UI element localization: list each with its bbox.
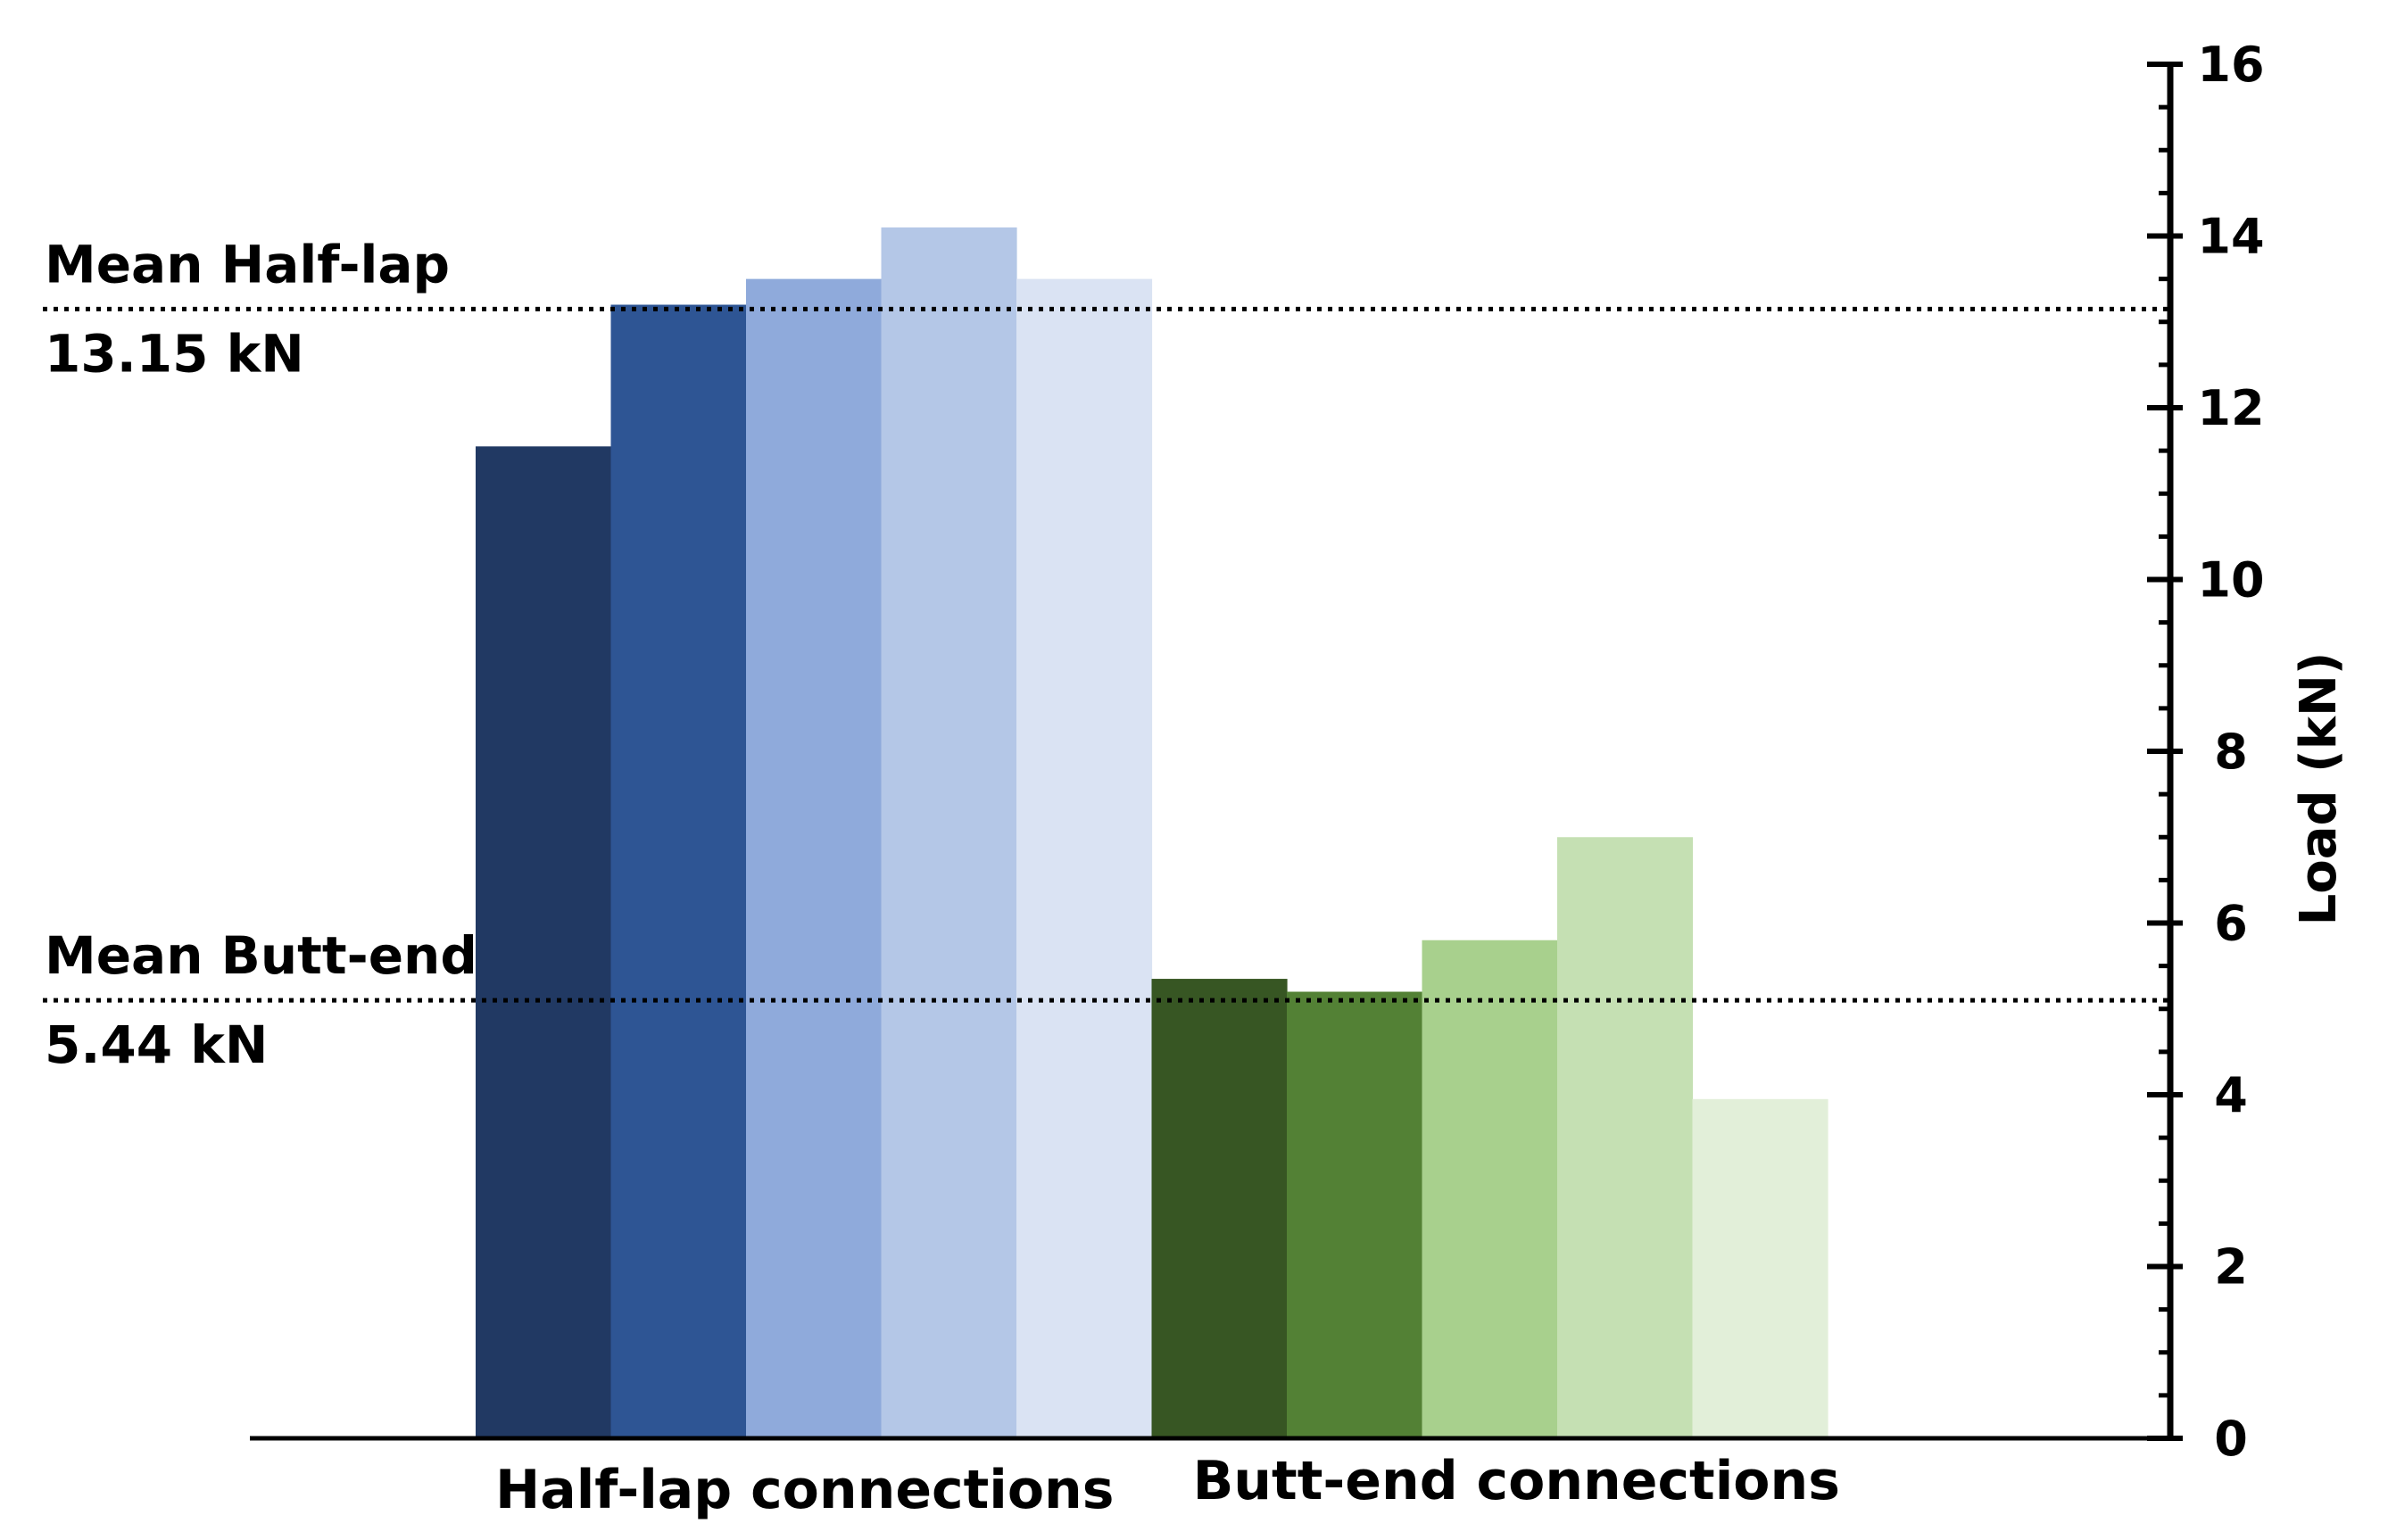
bar-g1-4: [881, 227, 1017, 1438]
y-tick-label: 12: [2197, 380, 2264, 436]
bar-g2-3: [1422, 940, 1558, 1438]
bar-g2-1: [1151, 979, 1288, 1438]
mean-label-2: Mean Butt-end: [45, 925, 477, 986]
y-tick-label: 14: [2197, 209, 2264, 265]
reference-lines-layer: [43, 306, 2170, 1003]
category-label-1: Half-lap connections: [495, 1459, 1115, 1521]
category-labels: Half-lap connections Butt-end connections: [495, 1450, 1840, 1521]
mean-label-1: Mean Half-lap: [45, 234, 450, 294]
y-tick-label: 4: [2214, 1067, 2248, 1123]
bar-g1-1: [476, 446, 612, 1438]
y-axis-ticks: [2147, 62, 2183, 1441]
mean-value-2: 5.44 kN: [45, 1014, 268, 1075]
y-tick-label: 6: [2214, 896, 2248, 952]
y-tick-label: 16: [2197, 37, 2264, 93]
bar-g1-2: [610, 304, 747, 1438]
bar-g2-2: [1287, 991, 1423, 1438]
bar-g1-5: [1016, 278, 1153, 1438]
y-tick-label: 10: [2197, 552, 2264, 609]
y-axis-title: Load (kN): [2290, 652, 2348, 926]
category-label-2: Butt-end connections: [1193, 1450, 1840, 1512]
y-tick-label: 8: [2214, 724, 2248, 780]
y-tick-label: 0: [2214, 1411, 2248, 1467]
reference-line-labels: Mean Half-lap 13.15 kN Mean Butt-end 5.44 k…: [45, 234, 477, 1075]
y-axis-tick-labels: 0 2 4 6 8 10 12 14 16: [2197, 37, 2264, 1467]
bars-layer: [476, 227, 1828, 1438]
bar-g1-3: [746, 278, 883, 1438]
y-tick-label: 2: [2214, 1239, 2248, 1296]
bar-g2-4: [1557, 837, 1694, 1438]
bar-g2-5: [1692, 1098, 1828, 1438]
mean-value-1: 13.15 kN: [45, 323, 304, 384]
